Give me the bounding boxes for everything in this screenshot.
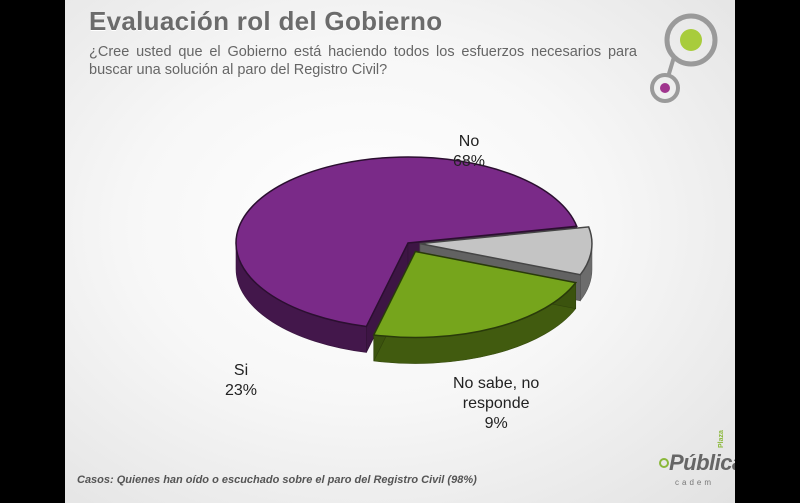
slice-label-no-name: No [458, 133, 480, 150]
slice-no-sabe-no-responde [419, 226, 593, 276]
chart-subtitle: ¿Cree usted que el Gobierno está haciend… [89, 44, 637, 78]
slice-label-no: No 68% [453, 132, 485, 172]
brand-logo: Pública Plaza cadem [655, 430, 735, 492]
slice-si [372, 250, 578, 339]
slice-label-ns-name-1: No sabe, no [453, 375, 540, 392]
slice-label-ns-name-2: responde [462, 395, 530, 412]
slice-no [235, 156, 578, 328]
footer-note: Casos: Quienes han oído o escuchado sobr… [77, 474, 477, 486]
brand-superscript: Plaza [718, 430, 725, 448]
slice-label-no-value: 68% [453, 153, 486, 170]
brand-ring-icon [659, 458, 669, 468]
slice-label-si-name: Si [233, 362, 249, 379]
brand-sub: cadem [675, 478, 715, 487]
slice-label-si: Si 23% [225, 361, 257, 401]
slide: Evaluación rol del Gobierno ¿Cree usted … [65, 0, 735, 503]
circles-logo-icon [650, 13, 718, 103]
pie-chart [235, 156, 593, 364]
slice-label-ns: No sabe, no responde 9% [453, 374, 539, 434]
slice-label-ns-value: 9% [484, 415, 508, 432]
slice-label-si-value: 23% [225, 382, 258, 399]
chart-title: Evaluación rol del Gobierno [89, 6, 443, 36]
brand-name: Pública [669, 450, 735, 475]
